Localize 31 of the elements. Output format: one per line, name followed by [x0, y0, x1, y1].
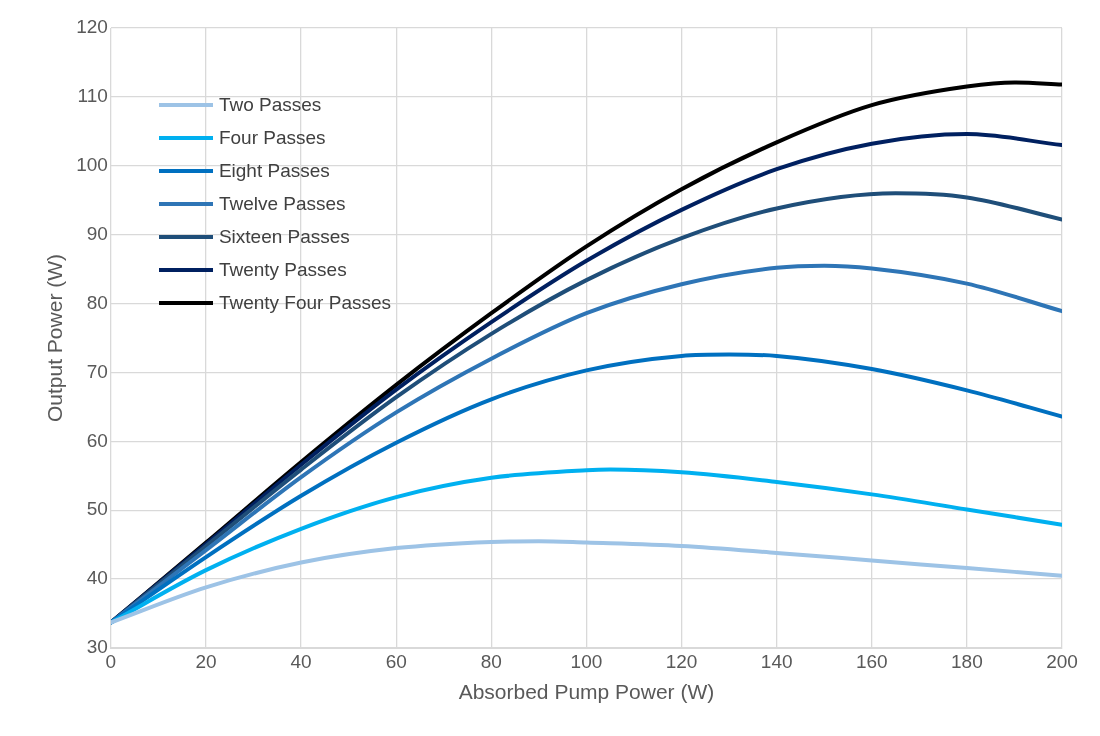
y-tick-label: 50	[86, 498, 108, 520]
legend-label: Four Passes	[218, 126, 326, 149]
legend-label: Eight Passes	[218, 159, 330, 182]
x-tick-label: 160	[855, 650, 888, 672]
legend-label: Twenty Four Passes	[218, 291, 392, 314]
y-tick-label: 100	[76, 154, 108, 176]
x-tick-label: 80	[480, 650, 502, 672]
y-tick-label: 60	[86, 429, 108, 451]
y-tick-label: 120	[76, 16, 108, 38]
x-tick-label: 180	[951, 650, 983, 672]
x-tick-label: 40	[290, 650, 312, 672]
legend-label: Twenty Passes	[218, 258, 347, 281]
legend-label: Two Passes	[218, 93, 322, 116]
y-tick-label: 110	[77, 85, 108, 107]
x-tick-label: 140	[760, 650, 793, 672]
x-tick-label: 0	[105, 650, 117, 672]
y-tick-label: 80	[86, 291, 108, 313]
legend-label: Twelve Passes	[218, 192, 346, 215]
legend-label: Sixteen Passes	[218, 225, 350, 248]
y-tick-label: 70	[86, 360, 108, 382]
y-tick-label: 30	[86, 636, 108, 658]
x-tick-label: 20	[195, 650, 217, 672]
x-tick-label: 100	[570, 650, 603, 672]
line-series	[110, 539, 1062, 625]
x-tick-label: 200	[1046, 650, 1078, 672]
y-tick-label: 40	[86, 567, 108, 589]
x-tick-label: 60	[385, 650, 407, 672]
y-axis-title: Output Power (W)	[43, 253, 67, 423]
x-tick-label: 120	[665, 650, 698, 672]
x-axis-title: Absorbed Pump Power (W)	[458, 680, 715, 704]
y-tick-label: 90	[86, 222, 108, 244]
